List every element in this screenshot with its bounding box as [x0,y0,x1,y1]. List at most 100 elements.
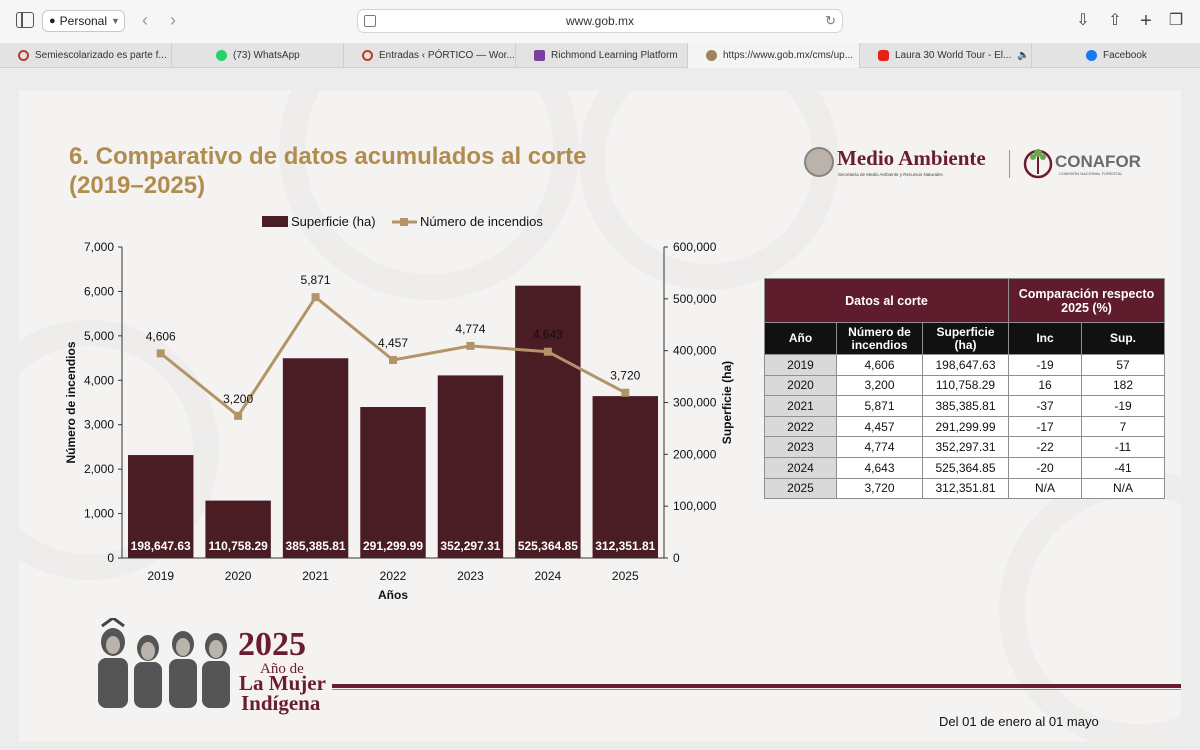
forward-button[interactable]: › [170,10,176,30]
logo-divider [1009,150,1010,178]
line-value-label: 4,457 [378,336,408,350]
table-cell: 7 [1081,415,1165,438]
table-cell-year: 2024 [764,456,837,479]
line-value-label: 4,774 [455,322,485,336]
table-cell: -19 [1008,354,1082,376]
logo-medio-ambiente: Medio Ambiente [837,146,986,170]
line-point-incendios [156,349,165,358]
tab-youtube[interactable]: Laura 30 World Tour - El... 🔈 [860,43,1032,68]
table-cell: 3,720 [836,477,923,500]
gob-icon [706,50,717,61]
title-line: (2019–2025) [69,172,206,199]
speaker-icon[interactable]: 🔈 [1017,50,1030,61]
table-cell: -37 [1008,395,1082,417]
bar-value-label: 352,297.31 [440,539,500,553]
mexico-seal-icon [804,147,834,177]
table-cell: 291,299.99 [922,415,1009,438]
tab-whatsapp[interactable]: (73) WhatsApp [172,43,344,68]
table-header-row: Año Número de incendios Superficie (ha) … [764,322,1165,355]
tab-semiescolarizado[interactable]: Semiescolarizado es parte f... [0,43,172,68]
table-cell: -11 [1081,436,1165,458]
bar-value-label: 385,385.81 [286,539,346,553]
download-icon[interactable]: ⇩ [1076,12,1090,29]
person-icon: ● [49,15,56,27]
column-header: Inc [1008,322,1082,355]
indigenous-women-illustration [98,618,230,708]
tab-label: Semiescolarizado es parte f... [35,50,167,61]
address-bar[interactable]: www.gob.mx ↻ [357,9,843,33]
footer-year-subtitle: Indígena [241,691,321,715]
combo-chart: 0 1,000 2,000 3,000 4,000 5,000 6,000 7,000 0 100… [64,214,734,602]
circle-favicon-icon [18,50,29,61]
table-cell: 312,351.81 [922,477,1009,500]
tab-facebook[interactable]: Facebook [1032,43,1200,68]
table-cell: 5,871 [836,395,923,417]
y-tick-label-left: 6,000 [84,284,114,298]
line-point-incendios [389,355,397,364]
circle-favicon-icon [362,50,373,61]
x-tick-label: 2022 [380,569,407,583]
table-header-group: Datos al corte Comparación respecto 2025… [764,278,1165,323]
table-row: 2024 4,643 525,364.85 -20 -41 [764,456,1165,479]
line-point-incendios [543,347,552,356]
bar-superficie [205,500,271,558]
table-cell-year: 2019 [764,354,837,376]
line-value-label: 3,200 [223,392,253,406]
y-tick-label-right: 500,000 [673,292,717,306]
bar-value-label: 525,364.85 [518,539,578,553]
legend-label-superficie: Superficie (ha) [291,214,376,229]
y-tick-label-left: 4,000 [84,373,114,387]
tab-label: Facebook [1103,50,1147,61]
footer-year-subtitle: La Mujer [239,671,326,695]
x-tick-label: 2025 [612,569,639,583]
table-cell-year: 2025 [764,477,837,500]
bar-superficie [360,407,426,558]
tab-gob-active[interactable]: https://www.gob.mx/cms/up... [688,43,860,68]
y-tick-label-left: 2,000 [84,462,114,476]
table-cell-year: 2021 [764,395,837,417]
table-row: 2022 4,457 291,299.99 -17 7 [764,415,1165,438]
footer-divider [332,689,1181,690]
x-tick-label: 2021 [302,569,329,583]
bar-superficie [128,455,194,558]
back-button[interactable]: ‹ [142,10,148,30]
reload-icon[interactable]: ↻ [825,13,836,28]
share-icon[interactable]: ⇧ [1108,12,1122,29]
x-tick-label: 2020 [225,569,252,583]
column-header: Año [764,322,837,355]
tab-label: https://www.gob.mx/cms/up... [723,50,854,61]
table-cell: 4,606 [836,354,923,376]
table-cell: -19 [1081,395,1165,417]
background-decoration [999,470,1181,742]
table-cell: 198,647.63 [922,354,1009,376]
browser-toolbar: ● Personal ▼ ‹ › www.gob.mx ↻ ⇩ ⇧ + ❐ [0,0,1200,43]
table-cell: 525,364.85 [922,456,1009,479]
table-cell: -41 [1081,456,1165,479]
profile-selector[interactable]: ● Personal ▼ [42,10,125,32]
footer-date-range: Del 01 de enero al 01 mayo [939,714,1099,729]
y-tick-label-right: 300,000 [673,396,717,410]
new-tab-icon[interactable]: + [1140,10,1152,32]
bar-value-label: 198,647.63 [131,539,191,553]
column-header: Sup. [1081,322,1165,355]
line-value-label: 5,871 [301,273,331,287]
column-header: Superficie (ha) [922,322,1009,355]
x-tick-label: 2019 [147,569,174,583]
sidebar-toggle-icon[interactable] [16,12,34,28]
tab-richmond[interactable]: Richmond Learning Platform [516,43,688,68]
tab-overview-icon[interactable]: ❐ [1168,12,1184,29]
tab-label: (73) WhatsApp [233,50,300,61]
bar-superficie [592,396,658,558]
table-row: 2025 3,720 312,351.81 N/A N/A [764,477,1165,500]
table-cell: 182 [1081,374,1165,397]
y-axis-title-left: Número de incendios [64,341,78,463]
tab-portico[interactable]: Entradas ‹ PÓRTICO — Wor... [344,43,516,68]
x-axis-title: Años [378,588,408,602]
logo-medio-ambiente-subtitle: Secretaría de Medio Ambiente y Recursos … [838,172,943,177]
table-row: 2019 4,606 198,647.63 -19 57 [764,354,1165,376]
table-cell: -17 [1008,415,1082,438]
y-tick-label-right: 600,000 [673,240,717,254]
line-point-incendios [234,411,243,420]
y-tick-label-right: 200,000 [673,447,717,461]
table-cell: 16 [1008,374,1082,397]
